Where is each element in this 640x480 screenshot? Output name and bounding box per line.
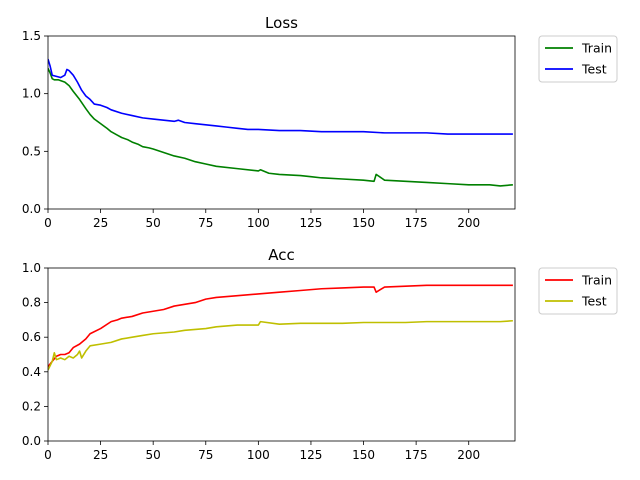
acc-series-train-line: [48, 284, 513, 368]
acc-legend-label-test: Test: [581, 294, 607, 309]
loss-axes-frame: [47, 35, 516, 210]
acc-series-test-line: [48, 319, 513, 371]
loss-series-test-line: [48, 58, 513, 135]
acc-title: Acc: [268, 246, 295, 264]
acc-x-tick-label: 125: [299, 448, 322, 462]
loss-title: Loss: [265, 14, 298, 32]
acc-y-tick-label: 0.8: [22, 296, 41, 310]
loss-legend: Train Test: [538, 35, 618, 83]
loss-x-tick-label: 0: [44, 216, 52, 230]
acc-chart: Acc 0 25 50 75 100 125 150 175 200 0.0 0.2 0.4 0.6 0.8…: [22, 246, 618, 462]
acc-x-tick-label: 75: [198, 448, 213, 462]
acc-x-tick-label: 150: [352, 448, 375, 462]
acc-y-tick-label: 0.4: [22, 365, 41, 379]
acc-x-tick-label: 0: [44, 448, 52, 462]
acc-legend-label-train: Train: [581, 273, 612, 288]
acc-y-tick-label: 1.0: [22, 261, 41, 275]
loss-series-train-line: [48, 67, 513, 187]
loss-x-tick-label: 100: [247, 216, 270, 230]
loss-y-tick-label: 1.0: [22, 87, 41, 101]
loss-chart: Loss 0 25 50 75 100 125 150 175 200 0.0 0.5 1.0 1.5 Tr…: [22, 14, 618, 230]
acc-x-tick-label: 175: [405, 448, 428, 462]
loss-x-tick-label: 125: [299, 216, 322, 230]
acc-y-tick-label: 0.6: [22, 330, 41, 344]
acc-axes-frame: [47, 267, 516, 442]
acc-x-tick-label: 100: [247, 448, 270, 462]
loss-x-tick-label: 150: [352, 216, 375, 230]
loss-y-tick-label: 1.5: [22, 29, 41, 43]
loss-x-tick-label: 75: [198, 216, 213, 230]
acc-y-tick-label: 0.0: [22, 434, 41, 448]
loss-x-tick-label: 25: [93, 216, 108, 230]
loss-legend-label-train: Train: [581, 41, 612, 56]
acc-x-tick-label: 25: [93, 448, 108, 462]
acc-y-tick-label: 0.2: [22, 399, 41, 413]
loss-y-tick-label: 0.0: [22, 202, 41, 216]
loss-x-tick-label: 200: [457, 216, 480, 230]
loss-x-tick-label: 50: [146, 216, 161, 230]
acc-legend: Train Test: [538, 267, 618, 315]
loss-y-tick-label: 0.5: [22, 144, 41, 158]
acc-x-tick-label: 50: [146, 448, 161, 462]
acc-x-tick-label: 200: [457, 448, 480, 462]
loss-x-tick-label: 175: [405, 216, 428, 230]
loss-legend-label-test: Test: [581, 62, 607, 77]
